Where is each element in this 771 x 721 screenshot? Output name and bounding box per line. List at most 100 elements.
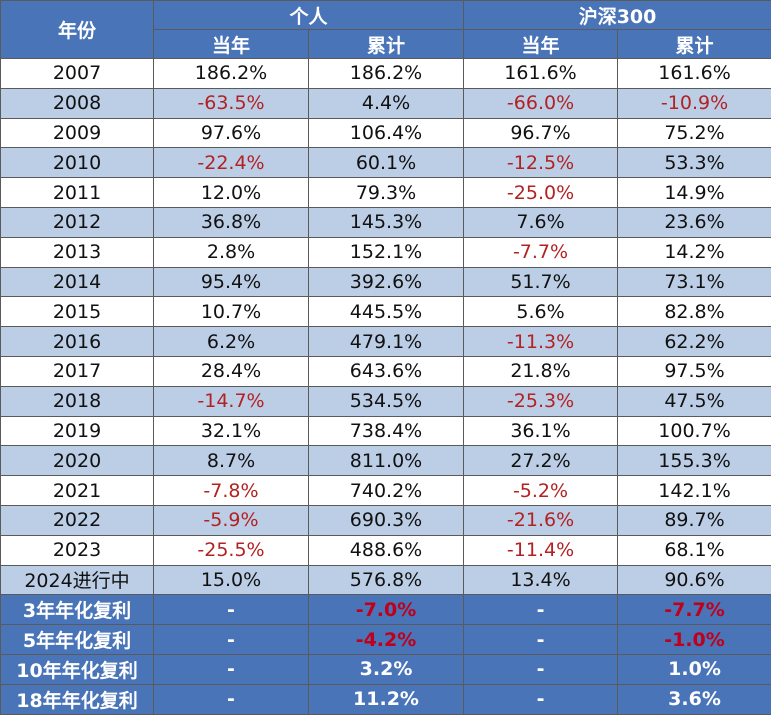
table-row: 2019 32.1% 738.4% 36.1% 100.7% bbox=[0, 415, 771, 447]
personal-cumulative-cell: 60.1% bbox=[307, 147, 465, 179]
summary-personal-cumulative-cell: -7.0% bbox=[307, 594, 465, 626]
personal-annual-cell: -14.7% bbox=[153, 385, 309, 417]
index-annual-cell: -21.6% bbox=[463, 504, 619, 536]
index-cumulative-cell: 100.7% bbox=[617, 415, 771, 447]
index-annual-cell: 36.1% bbox=[463, 415, 619, 447]
index-cumulative-cell: 53.3% bbox=[617, 147, 771, 179]
table-row: 2007 186.2% 186.2% 161.6% 161.6% bbox=[0, 58, 771, 89]
year-cell: 2008 bbox=[0, 87, 154, 119]
table-row: 2020 8.7% 811.0% 27.2% 155.3% bbox=[0, 445, 771, 477]
personal-cumulative-cell: 811.0% bbox=[307, 445, 465, 477]
personal-cumulative-cell: 79.3% bbox=[307, 177, 465, 208]
summary-index-annual-cell: - bbox=[463, 653, 619, 685]
index-annual-cell: -11.4% bbox=[463, 534, 619, 566]
summary-index-cumulative-cell: 1.0% bbox=[617, 653, 771, 685]
table-row: 2024进行中 15.0% 576.8% 13.4% 90.6% bbox=[0, 564, 771, 596]
summary-personal-cumulative-cell: -4.2% bbox=[307, 624, 465, 655]
personal-annual-cell: 10.7% bbox=[153, 296, 309, 328]
year-cell: 2016 bbox=[0, 326, 154, 357]
table-row: 2011 12.0% 79.3% -25.0% 14.9% bbox=[0, 177, 771, 208]
index-annual-cell: -11.3% bbox=[463, 326, 619, 357]
personal-cumulative-cell: 152.1% bbox=[307, 236, 465, 268]
personal-annual-cell: 32.1% bbox=[153, 415, 309, 447]
personal-cumulative-cell: 479.1% bbox=[307, 326, 465, 357]
summary-personal-annual-cell: - bbox=[153, 624, 309, 655]
index-annual-cell: -12.5% bbox=[463, 147, 619, 179]
summary-personal-annual-cell: - bbox=[153, 594, 309, 626]
table-row: 2015 10.7% 445.5% 5.6% 82.8% bbox=[0, 296, 771, 328]
summary-row: 3年年化复利 - -7.0% - -7.7% bbox=[0, 594, 771, 626]
index-cumulative-cell: -10.9% bbox=[617, 87, 771, 119]
summary-label-cell: 10年年化复利 bbox=[0, 653, 154, 685]
personal-cumulative-cell: 738.4% bbox=[307, 415, 465, 447]
index-cumulative-cell: 89.7% bbox=[617, 504, 771, 536]
personal-annual-cell: 186.2% bbox=[153, 58, 309, 89]
table-row: 2014 95.4% 392.6% 51.7% 73.1% bbox=[0, 266, 771, 298]
table-row: 2012 36.8% 145.3% 7.6% 23.6% bbox=[0, 206, 771, 238]
summary-row: 10年年化复利 -3.2% -1.0% bbox=[0, 653, 771, 685]
table-row: 2009 97.6% 106.4% 96.7% 75.2% bbox=[0, 117, 771, 149]
personal-cumulative-cell: 445.5% bbox=[307, 296, 465, 328]
personal-cumulative-cell: 643.6% bbox=[307, 355, 465, 387]
index-annual-cell: 21.8% bbox=[463, 355, 619, 387]
table-body: 2007 186.2% 186.2% 161.6% 161.6% 2008 -63.5% 4.… bbox=[0, 58, 771, 715]
summary-index-cumulative-cell: 3.6% bbox=[617, 683, 771, 715]
year-cell: 2021 bbox=[0, 475, 154, 506]
summary-row: 5年年化复利 - -4.2% - -1.0% bbox=[0, 624, 771, 655]
year-cell: 2015 bbox=[0, 296, 154, 328]
index-annual-cell: 5.6% bbox=[463, 296, 619, 328]
summary-personal-annual-cell: - bbox=[153, 683, 309, 715]
year-cell: 2007 bbox=[0, 58, 154, 89]
index-cumulative-cell: 82.8% bbox=[617, 296, 771, 328]
personal-cumulative-cell: 186.2% bbox=[307, 58, 465, 89]
table-row: 2022 -5.9% 690.3% -21.6% 89.7% bbox=[0, 504, 771, 536]
summary-personal-cumulative-cell: 11.2% bbox=[307, 683, 465, 715]
summary-index-cumulative-cell: -1.0% bbox=[617, 624, 771, 655]
year-cell: 2019 bbox=[0, 415, 154, 447]
personal-cumulative-cell: 576.8% bbox=[307, 564, 465, 596]
personal-annual-cell: -7.8% bbox=[153, 475, 309, 506]
summary-index-annual-cell: - bbox=[463, 683, 619, 715]
index-annual-cell: -5.2% bbox=[463, 475, 619, 506]
year-cell: 2017 bbox=[0, 355, 154, 387]
header-index-cumulative: 累计 bbox=[617, 29, 771, 59]
index-annual-cell: -25.0% bbox=[463, 177, 619, 208]
summary-row: 18年年化复利 -11.2% -3.6% bbox=[0, 683, 771, 715]
index-cumulative-cell: 14.2% bbox=[617, 236, 771, 268]
year-cell: 2024进行中 bbox=[0, 564, 154, 596]
personal-annual-cell: -22.4% bbox=[153, 147, 309, 179]
summary-index-annual-cell: - bbox=[463, 594, 619, 626]
personal-annual-cell: 95.4% bbox=[153, 266, 309, 298]
index-annual-cell: -25.3% bbox=[463, 385, 619, 417]
summary-label-cell: 3年年化复利 bbox=[0, 594, 154, 626]
personal-annual-cell: 6.2% bbox=[153, 326, 309, 357]
index-cumulative-cell: 68.1% bbox=[617, 534, 771, 566]
personal-annual-cell: 15.0% bbox=[153, 564, 309, 596]
index-annual-cell: 7.6% bbox=[463, 206, 619, 238]
personal-cumulative-cell: 145.3% bbox=[307, 206, 465, 238]
table-row: 2018 -14.7% 534.5% -25.3% 47.5% bbox=[0, 385, 771, 417]
year-cell: 2012 bbox=[0, 206, 154, 238]
header-personal-annual: 当年 bbox=[153, 29, 309, 59]
personal-annual-cell: -63.5% bbox=[153, 87, 309, 119]
index-cumulative-cell: 90.6% bbox=[617, 564, 771, 596]
index-cumulative-cell: 97.5% bbox=[617, 355, 771, 387]
year-cell: 2020 bbox=[0, 445, 154, 477]
header-group-personal: 个人 bbox=[152, 0, 465, 30]
index-cumulative-cell: 14.9% bbox=[617, 177, 771, 208]
header-group-index: 沪深300 bbox=[463, 0, 771, 30]
summary-index-cumulative-cell: -7.7% bbox=[617, 594, 771, 626]
personal-cumulative-cell: 740.2% bbox=[307, 475, 465, 506]
index-cumulative-cell: 73.1% bbox=[617, 266, 771, 298]
personal-cumulative-cell: 534.5% bbox=[307, 385, 465, 417]
index-cumulative-cell: 142.1% bbox=[617, 475, 771, 506]
year-cell: 2010 bbox=[0, 147, 154, 179]
personal-annual-cell: 8.7% bbox=[153, 445, 309, 477]
index-cumulative-cell: 155.3% bbox=[617, 445, 771, 477]
summary-personal-cumulative-cell: 3.2% bbox=[307, 653, 465, 685]
header-personal-cumulative: 累计 bbox=[307, 29, 465, 59]
summary-personal-annual-cell: - bbox=[153, 653, 309, 685]
table-row: 2021 -7.8% 740.2% -5.2% 142.1% bbox=[0, 475, 771, 506]
year-cell: 2014 bbox=[0, 266, 154, 298]
